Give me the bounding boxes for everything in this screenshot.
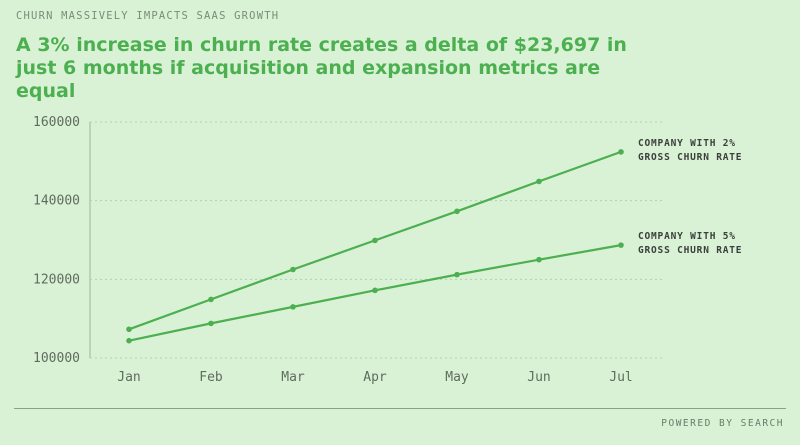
data-point	[208, 296, 214, 303]
x-tick-label: Jan	[117, 370, 140, 385]
chart-headline: A 3% increase in churn rate creates a de…	[16, 34, 627, 102]
x-tick-label: Jun	[527, 370, 550, 385]
x-tick-label: May	[445, 370, 469, 385]
y-tick-label: 120000	[33, 272, 80, 287]
x-tick-label: Feb	[199, 370, 223, 385]
chart-kicker: CHURN MASSIVELY IMPACTS SAAS GROWTH	[16, 10, 280, 22]
data-point	[372, 287, 378, 294]
data-point	[290, 304, 296, 310]
data-point	[290, 266, 296, 273]
data-point	[208, 320, 214, 327]
data-point	[618, 242, 624, 248]
x-tick-label: Mar	[281, 370, 305, 385]
data-point	[536, 256, 542, 263]
series-label-1: GROSS CHURN RATE	[638, 152, 742, 163]
y-tick-label: 160000	[33, 115, 80, 130]
data-point	[618, 149, 624, 155]
series-label-2: COMPANY WITH 5%	[638, 231, 736, 242]
x-tick-label: Jul	[609, 370, 632, 385]
data-point	[454, 271, 460, 278]
y-tick-label: 140000	[33, 194, 80, 209]
footer-divider	[14, 408, 786, 409]
series-label-1: COMPANY WITH 2%	[638, 138, 736, 149]
series-label-2: GROSS CHURN RATE	[638, 245, 742, 256]
data-point	[372, 237, 378, 244]
x-tick-label: Apr	[363, 370, 387, 385]
data-point	[454, 208, 460, 215]
footer-credit: POWERED BY SEARCH	[661, 418, 784, 429]
data-point	[126, 326, 132, 333]
data-point	[536, 178, 542, 185]
data-point	[126, 337, 132, 344]
y-tick-label: 100000	[33, 351, 80, 366]
